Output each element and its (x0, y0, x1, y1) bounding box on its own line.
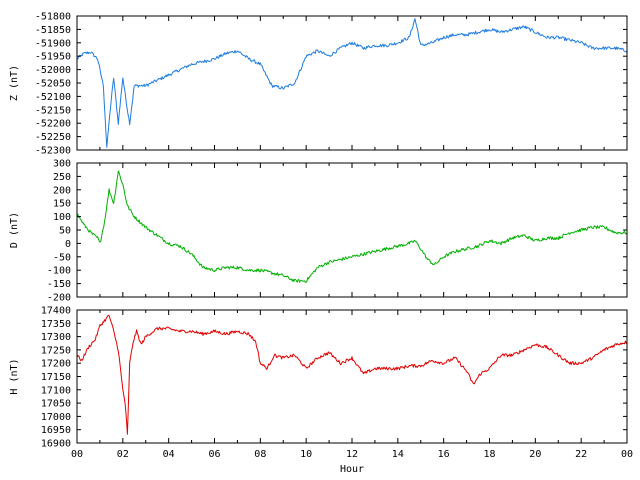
x-tick-label: 02 (117, 449, 129, 460)
plot-frame (76, 309, 628, 444)
y-tick-label: 100 (53, 212, 71, 223)
y-tick-label: -150 (47, 279, 71, 290)
y-tick-label: -52200 (35, 119, 71, 130)
y-tick-label: 16950 (41, 425, 71, 436)
x-tick-label: 14 (392, 449, 404, 460)
y-tick-label: 250 (53, 172, 71, 183)
y-axis-label: Z (nT) (9, 65, 20, 101)
plot-frame (76, 162, 628, 298)
series-line-1 (76, 170, 628, 283)
panel-0: -52300 -52250 -52200 -52150 -52100 -52050 -520… (9, 12, 628, 157)
y-tick-label: 17050 (41, 399, 71, 410)
y-tick-label: -100 (47, 266, 71, 277)
x-tick-label: 10 (300, 449, 312, 460)
x-tick-label: 04 (163, 449, 175, 460)
x-axis-label: Hour (340, 464, 364, 475)
y-axis-label: H (nT) (9, 358, 20, 394)
y-tick-label: 17150 (41, 372, 71, 383)
y-tick-label: 16900 (41, 439, 71, 450)
y-tick-label: 17200 (41, 359, 71, 370)
x-tick-label: 20 (529, 449, 541, 460)
x-tick-label: 00 (621, 449, 633, 460)
y-tick-label: 0 (65, 239, 71, 250)
panel-1: -200 -150 -100 -50 0 50 100 150 200 250 300 D (nT) (9, 159, 628, 304)
y-tick-label: 17000 (41, 412, 71, 423)
y-tick-label: 300 (53, 159, 71, 170)
y-tick-label: 17350 (41, 319, 71, 330)
y-tick-label: -52150 (35, 105, 71, 116)
y-tick-label: 17400 (41, 306, 71, 317)
x-tick-label: 18 (483, 449, 495, 460)
y-tick-label: -52300 (35, 146, 71, 157)
x-tick-label: 16 (438, 449, 450, 460)
y-tick-label: 150 (53, 199, 71, 210)
x-tick-label: 08 (254, 449, 266, 460)
chart-panels: -52300 -52250 -52200 -52150 -52100 -52050 -520… (9, 12, 633, 476)
y-tick-label: 17100 (41, 385, 71, 396)
y-tick-label: -51950 (35, 52, 71, 63)
series-line-2 (76, 314, 628, 435)
y-tick-label: -52100 (35, 92, 71, 103)
panel-2: 16900 16950 17000 17050 17100 17150 17200 17250… (9, 306, 633, 476)
y-axis-label: D (nT) (9, 212, 20, 248)
y-tick-label: -200 (47, 293, 71, 304)
x-tick-label: 06 (208, 449, 220, 460)
y-tick-label: -52050 (35, 79, 71, 90)
y-tick-label: -51850 (35, 25, 71, 36)
y-tick-label: 17300 (41, 332, 71, 343)
x-tick-label: 22 (575, 449, 587, 460)
y-tick-label: 50 (59, 226, 71, 237)
y-tick-label: 17250 (41, 345, 71, 356)
y-tick-label: -50 (53, 252, 71, 263)
y-tick-label: -52250 (35, 132, 71, 143)
y-tick-label: -51800 (35, 12, 71, 23)
series-line-0 (76, 18, 628, 148)
y-tick-label: -51900 (35, 38, 71, 49)
y-tick-label: -52000 (35, 65, 71, 76)
x-tick-label: 00 (71, 449, 83, 460)
x-tick-label: 12 (346, 449, 358, 460)
y-tick-label: 200 (53, 185, 71, 196)
